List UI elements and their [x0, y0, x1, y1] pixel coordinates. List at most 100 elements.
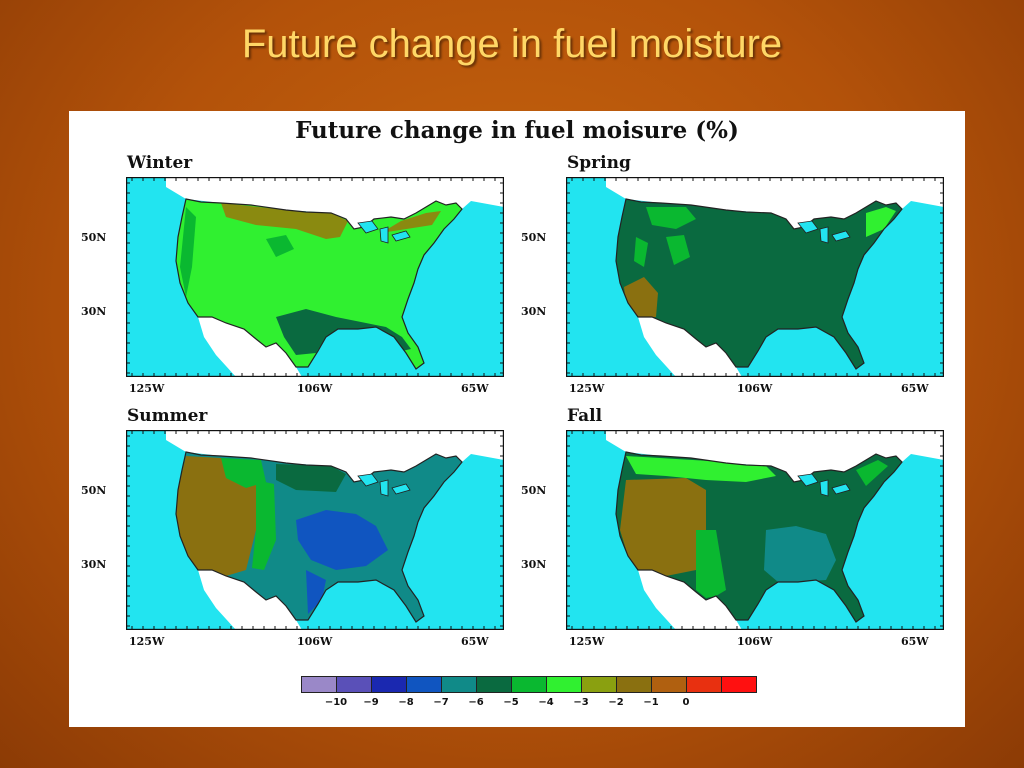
colorbar-tick-label: −2 [608, 697, 624, 708]
panel-spring: Spring 50N 30N 125W 106W 65W [509, 153, 949, 395]
panel-label: Spring [567, 153, 631, 173]
map-border [126, 177, 504, 377]
colorbar-tick-label: −4 [538, 697, 554, 708]
colorbar-tick-label: −5 [503, 697, 519, 708]
map-svg [126, 177, 504, 377]
moisture-region [221, 458, 266, 488]
map-spring [566, 177, 944, 377]
colorbar-swatch [336, 676, 372, 693]
mexico-land [198, 570, 302, 630]
lat-label-30n: 30N [81, 305, 107, 318]
lon-label-106w: 106W [737, 635, 773, 648]
moisture-region [296, 510, 388, 570]
moisture-region [634, 237, 648, 267]
moisture-region [180, 207, 196, 297]
map-winter [126, 177, 504, 377]
panel-label: Summer [127, 406, 208, 426]
map-border [126, 430, 504, 630]
canada-land [606, 430, 944, 482]
lon-label-65w: 65W [461, 635, 489, 648]
lon-label-65w: 65W [461, 382, 489, 395]
lat-label-30n: 30N [81, 558, 107, 571]
colorbar-swatch [616, 676, 652, 693]
colorbar-swatch [406, 676, 442, 693]
lat-label-30n: 30N [521, 305, 547, 318]
lon-label-125w: 125W [129, 635, 165, 648]
canada-land [606, 177, 944, 229]
colorbar-swatch [441, 676, 477, 693]
colorbar-swatch [686, 676, 722, 693]
panel-summer: Summer 50N 30N 125W 106W 65W [69, 406, 509, 648]
colorbar-tick-label: −8 [398, 697, 414, 708]
lon-label-106w: 106W [737, 382, 773, 395]
panel-winter: Winter 50N 30N 125W 106W 65W [69, 153, 509, 395]
panel-fall: Fall 50N 30N 125W 106W 65W [509, 406, 949, 648]
moisture-region [696, 530, 726, 598]
lat-label-30n: 30N [521, 558, 547, 571]
figure-title: Future change in fuel moisure (%) [295, 117, 739, 144]
lat-label-50n: 50N [521, 231, 547, 244]
moisture-region [252, 480, 276, 570]
moisture-region [620, 478, 706, 576]
us-fill [616, 199, 902, 369]
moisture-region [856, 460, 888, 486]
map-border [566, 430, 944, 630]
moisture-region [624, 277, 658, 317]
lat-label-50n: 50N [521, 484, 547, 497]
moisture-region [276, 309, 411, 355]
colorbar-tick-label: 0 [682, 697, 690, 708]
colorbar-swatch [511, 676, 547, 693]
colorbar-tick-label: −3 [573, 697, 589, 708]
lon-label-125w: 125W [129, 382, 165, 395]
colorbar-tick-label: −6 [468, 697, 484, 708]
map-svg [126, 430, 504, 630]
moisture-region [866, 207, 896, 237]
panel-label: Winter [127, 153, 193, 173]
map-svg [566, 177, 944, 377]
colorbar-swatch [371, 676, 407, 693]
colorbar-tick-label: −10 [324, 697, 348, 708]
slide-title: Future change in fuel moisture [241, 22, 783, 66]
lon-label-125w: 125W [569, 635, 605, 648]
moisture-region [381, 211, 441, 233]
moisture-region [626, 456, 776, 482]
great-lakes [357, 473, 411, 497]
lon-label-106w: 106W [297, 382, 333, 395]
colorbar-tick-label: −9 [363, 697, 379, 708]
lat-label-50n: 50N [81, 484, 107, 497]
canada-land [166, 430, 504, 482]
map-svg [566, 430, 944, 630]
us-fill [176, 199, 462, 369]
lon-label-65w: 65W [901, 382, 929, 395]
lon-label-65w: 65W [901, 635, 929, 648]
great-lakes [797, 220, 851, 244]
colorbar-swatch [476, 676, 512, 693]
colorbar-swatch [546, 676, 582, 693]
moisture-region [276, 464, 346, 492]
colorbar-swatch [301, 676, 337, 693]
mexico-land [638, 570, 742, 630]
lon-label-106w: 106W [297, 635, 333, 648]
colorbar-swatch [721, 676, 757, 693]
moisture-region [221, 203, 348, 239]
great-lakes [797, 473, 851, 497]
colorbar-tick-label: −7 [433, 697, 449, 708]
map-summer [126, 430, 504, 630]
mexico-land [198, 317, 302, 377]
colorbar-tick-label: −1 [643, 697, 659, 708]
great-lakes [357, 220, 411, 244]
canada-land [166, 177, 504, 229]
figure: Future change in fuel moisure (%) Winter… [69, 111, 965, 727]
moisture-region [666, 235, 690, 265]
colorbar-swatch [581, 676, 617, 693]
lat-label-50n: 50N [81, 231, 107, 244]
lon-label-125w: 125W [569, 382, 605, 395]
mexico-land [638, 317, 742, 377]
moisture-region [646, 207, 696, 229]
panel-label: Fall [567, 406, 603, 426]
colorbar-swatch [651, 676, 687, 693]
moisture-region [764, 526, 836, 582]
map-border [566, 177, 944, 377]
moisture-region [266, 235, 294, 257]
moisture-region [306, 570, 326, 614]
